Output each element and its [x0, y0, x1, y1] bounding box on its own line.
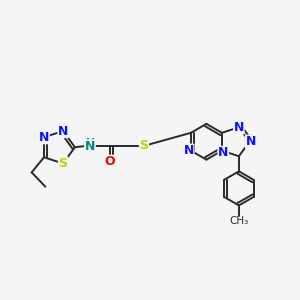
- Text: N: N: [234, 121, 244, 134]
- Text: N: N: [58, 124, 68, 137]
- Text: S: S: [58, 157, 68, 170]
- Text: S: S: [140, 140, 148, 152]
- Text: N: N: [246, 135, 256, 148]
- Text: CH₃: CH₃: [229, 216, 248, 226]
- Text: N: N: [85, 140, 95, 153]
- Text: N: N: [218, 146, 229, 159]
- Text: N: N: [184, 144, 194, 157]
- Text: H: H: [85, 138, 94, 148]
- Text: O: O: [104, 155, 115, 168]
- Text: N: N: [39, 131, 49, 144]
